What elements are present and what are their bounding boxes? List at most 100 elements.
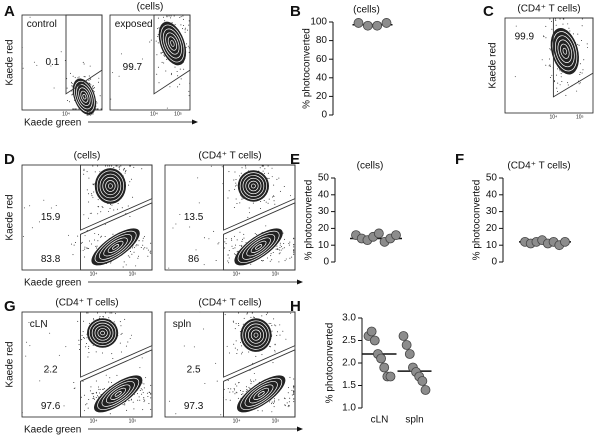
event-dot (149, 41, 151, 43)
event-dot (270, 322, 272, 324)
event-dot (276, 331, 278, 333)
event-dot (270, 253, 272, 255)
event-dot (177, 75, 179, 77)
event-dot (189, 226, 191, 228)
event-dot (137, 244, 139, 246)
event-dot (240, 390, 242, 391)
event-dot (289, 397, 291, 399)
event-dot (157, 66, 159, 68)
event-dot (83, 410, 85, 412)
event-dot (99, 392, 101, 394)
event-dot (273, 401, 275, 403)
event-dot (237, 312, 239, 314)
event-dot (274, 351, 276, 353)
event-dot (91, 243, 93, 245)
event-dot (142, 244, 144, 246)
event-dot (230, 388, 232, 390)
event-dot (173, 15, 175, 17)
event-dot (233, 343, 235, 345)
event-dot (112, 233, 114, 235)
event-dot (567, 82, 569, 84)
event-dot (572, 33, 574, 35)
panel-letter: A (4, 3, 15, 20)
event-dot (248, 386, 250, 388)
event-dot (160, 52, 162, 54)
event-dot (97, 240, 99, 242)
event-dot (246, 312, 248, 314)
event-dot (268, 177, 270, 179)
event-dot (53, 87, 55, 89)
data-point (353, 18, 364, 28)
event-dot (125, 264, 127, 266)
contour (74, 80, 95, 113)
event-dot (271, 403, 273, 405)
contour (107, 240, 124, 253)
event-dot (118, 75, 120, 77)
event-dot (555, 19, 557, 21)
event-dot (105, 312, 107, 314)
plot-title: (cells) (137, 2, 164, 13)
event-dot (177, 86, 179, 88)
event-dot (144, 247, 146, 249)
event-dot (71, 81, 73, 83)
event-dot (127, 341, 129, 343)
event-dot (227, 388, 229, 390)
event-dot (287, 406, 289, 408)
panel-letter: E (290, 151, 300, 168)
contour (99, 234, 133, 260)
y-tick-label: 2.0 (342, 358, 356, 369)
event-dot (97, 206, 99, 208)
event-dot (260, 201, 262, 203)
event-dot (71, 86, 73, 88)
event-dot (96, 245, 98, 247)
event-dot (233, 207, 235, 209)
axis-tick-label: 10⁴ (550, 114, 558, 120)
event-dot (169, 86, 171, 88)
event-dot (262, 170, 264, 172)
data-point (398, 331, 409, 341)
contour (101, 381, 135, 407)
panel-letter: D (4, 151, 15, 168)
event-dot (82, 331, 84, 333)
event-dot (228, 257, 230, 259)
event-dot (93, 88, 95, 90)
event-dot (289, 241, 291, 243)
event-dot (164, 55, 166, 57)
event-dot (98, 234, 100, 236)
event-dot (279, 190, 281, 192)
event-dot (90, 386, 92, 388)
event-dot (21, 47, 23, 49)
event-dot (102, 316, 104, 318)
event-dot (133, 408, 135, 410)
event-dot (275, 325, 277, 327)
event-dot (188, 90, 190, 92)
event-dot (141, 393, 143, 395)
event-dot (242, 393, 244, 395)
event-dot (228, 250, 230, 252)
event-dot (239, 202, 241, 204)
event-dot (216, 380, 218, 382)
event-dot (561, 80, 563, 82)
data-point (420, 385, 431, 395)
event-dot (293, 394, 295, 396)
event-dot (129, 250, 131, 252)
y-axis-label: Kaede red (5, 39, 16, 85)
event-dot (118, 168, 120, 170)
event-dot (95, 108, 97, 110)
y-tick-label: 30 (486, 206, 498, 217)
event-dot (28, 321, 30, 323)
event-dot (83, 337, 85, 339)
event-dot (293, 253, 295, 255)
event-dot (227, 197, 229, 199)
event-dot (274, 203, 276, 205)
event-dot (58, 354, 60, 356)
event-dot (550, 49, 552, 51)
event-dot (273, 184, 275, 186)
panel-letter: F (455, 151, 464, 168)
event-dot (148, 402, 150, 404)
event-dot (71, 85, 73, 87)
contour (91, 322, 114, 344)
event-dot (280, 246, 282, 248)
event-dot (74, 387, 76, 389)
event-dot (228, 171, 230, 173)
